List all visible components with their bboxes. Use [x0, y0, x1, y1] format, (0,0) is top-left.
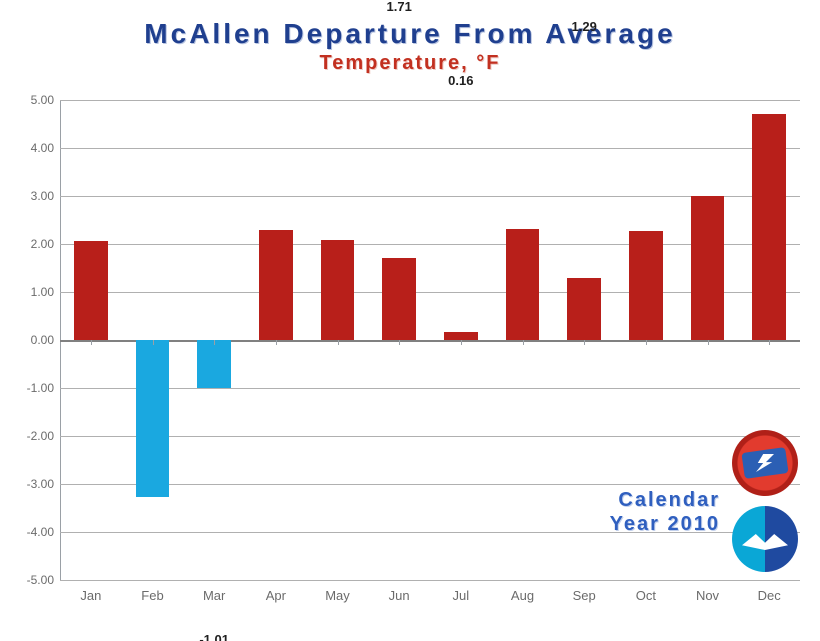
bar: 2.30 — [259, 230, 293, 340]
bar: 4.71 — [752, 114, 786, 340]
logo-group — [732, 430, 802, 582]
bar: 2.27 — [629, 231, 663, 340]
x-tick-label: Dec — [758, 580, 781, 603]
grid-line — [60, 388, 800, 389]
x-tick-label: May — [325, 580, 350, 603]
x-tick-mark — [584, 340, 585, 345]
bar: 2.08 — [321, 240, 355, 340]
y-tick-label: 2.00 — [31, 237, 60, 251]
x-tick-label: Jan — [80, 580, 101, 603]
y-tick-label: -2.00 — [27, 429, 60, 443]
year-annotation-line1: Calendar — [610, 488, 720, 512]
grid-line — [60, 484, 800, 485]
grid-line — [60, 148, 800, 149]
bar: 3.00 — [691, 196, 725, 340]
x-tick-mark — [214, 340, 215, 345]
x-tick-mark — [276, 340, 277, 345]
bar: 1.71 — [382, 258, 416, 340]
x-tick-mark — [461, 340, 462, 345]
bar-value-label: 1.29 — [572, 19, 597, 34]
grid-line — [60, 100, 800, 101]
year-annotation: Calendar Year 2010 — [610, 488, 720, 536]
bar-value-label: 0.16 — [448, 73, 473, 88]
title-block: McAllen Departure From Average Temperatu… — [0, 18, 820, 75]
y-tick-label: -3.00 — [27, 477, 60, 491]
y-tick-label: -5.00 — [27, 573, 60, 587]
x-tick-label: Sep — [573, 580, 596, 603]
bar: 1.29 — [567, 278, 601, 340]
x-tick-label: Jun — [389, 580, 410, 603]
y-tick-label: 5.00 — [31, 93, 60, 107]
x-tick-label: Jul — [453, 580, 470, 603]
x-tick-label: Nov — [696, 580, 719, 603]
nws-logo-icon — [732, 430, 798, 496]
y-tick-label: 4.00 — [31, 141, 60, 155]
grid-line — [60, 580, 800, 581]
chart-subtitle: Temperature, °F — [0, 52, 820, 75]
bar: 2.07 — [74, 241, 108, 340]
x-tick-label: Apr — [266, 580, 286, 603]
grid-line — [60, 292, 800, 293]
x-tick-mark — [338, 340, 339, 345]
year-annotation-line2: Year 2010 — [610, 512, 720, 536]
grid-line — [60, 244, 800, 245]
x-tick-mark — [646, 340, 647, 345]
bar-value-label: -1.01 — [199, 632, 229, 641]
x-tick-mark — [153, 340, 154, 345]
bar-value-label: 1.71 — [387, 0, 412, 14]
x-tick-label: Feb — [141, 580, 163, 603]
y-tick-label: 0.00 — [31, 333, 60, 347]
y-tick-label: 1.00 — [31, 285, 60, 299]
noaa-logo-icon — [732, 506, 798, 572]
x-tick-mark — [91, 340, 92, 345]
bar: 0.16 — [444, 332, 478, 340]
chart-title: McAllen Departure From Average — [0, 18, 820, 50]
x-tick-mark — [399, 340, 400, 345]
grid-line — [60, 436, 800, 437]
y-tick-label: -4.00 — [27, 525, 60, 539]
x-tick-label: Oct — [636, 580, 656, 603]
grid-line — [60, 196, 800, 197]
y-tick-label: -1.00 — [27, 381, 60, 395]
x-tick-mark — [523, 340, 524, 345]
x-tick-mark — [769, 340, 770, 345]
y-tick-label: 3.00 — [31, 189, 60, 203]
x-tick-mark — [708, 340, 709, 345]
grid-line — [60, 340, 800, 342]
bar: -3.28 — [136, 340, 170, 497]
bar: 2.32 — [506, 229, 540, 340]
x-tick-label: Aug — [511, 580, 534, 603]
x-tick-label: Mar — [203, 580, 225, 603]
bar: -1.01 — [197, 340, 231, 388]
